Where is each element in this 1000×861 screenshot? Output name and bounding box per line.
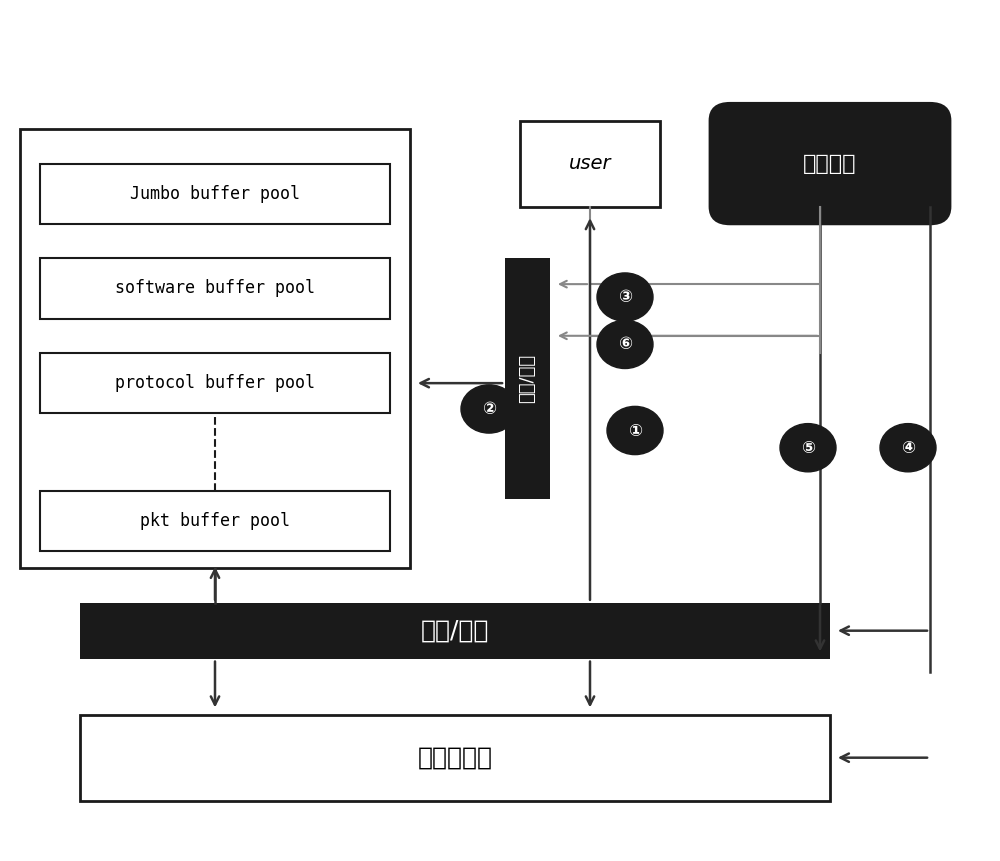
FancyBboxPatch shape xyxy=(20,129,410,568)
Text: 申请/释放: 申请/释放 xyxy=(518,354,536,404)
Text: 大页内存池: 大页内存池 xyxy=(418,746,492,770)
Circle shape xyxy=(597,273,653,321)
Text: user: user xyxy=(569,154,611,173)
Text: software buffer pool: software buffer pool xyxy=(115,280,315,297)
Text: protocol buffer pool: protocol buffer pool xyxy=(115,375,315,392)
Text: ④: ④ xyxy=(901,439,915,456)
Text: Jumbo buffer pool: Jumbo buffer pool xyxy=(130,185,300,202)
Text: 申请/释放: 申请/释放 xyxy=(421,619,489,642)
FancyBboxPatch shape xyxy=(40,258,390,319)
FancyBboxPatch shape xyxy=(40,491,390,551)
FancyBboxPatch shape xyxy=(40,164,390,224)
Circle shape xyxy=(780,424,836,472)
Text: 恢复线程: 恢复线程 xyxy=(803,153,857,174)
Text: pkt buffer pool: pkt buffer pool xyxy=(140,512,290,530)
FancyBboxPatch shape xyxy=(40,353,390,413)
Circle shape xyxy=(607,406,663,455)
Circle shape xyxy=(461,385,517,433)
Text: ①: ① xyxy=(628,422,642,439)
Bar xyxy=(505,258,550,499)
Circle shape xyxy=(880,424,936,472)
Bar xyxy=(80,603,830,659)
Text: ③: ③ xyxy=(618,288,632,306)
FancyBboxPatch shape xyxy=(520,121,660,207)
Text: ⑤: ⑤ xyxy=(801,439,815,456)
FancyBboxPatch shape xyxy=(80,715,830,801)
Text: ②: ② xyxy=(482,400,496,418)
FancyBboxPatch shape xyxy=(710,103,950,224)
Text: ⑥: ⑥ xyxy=(618,336,632,353)
Circle shape xyxy=(597,320,653,369)
